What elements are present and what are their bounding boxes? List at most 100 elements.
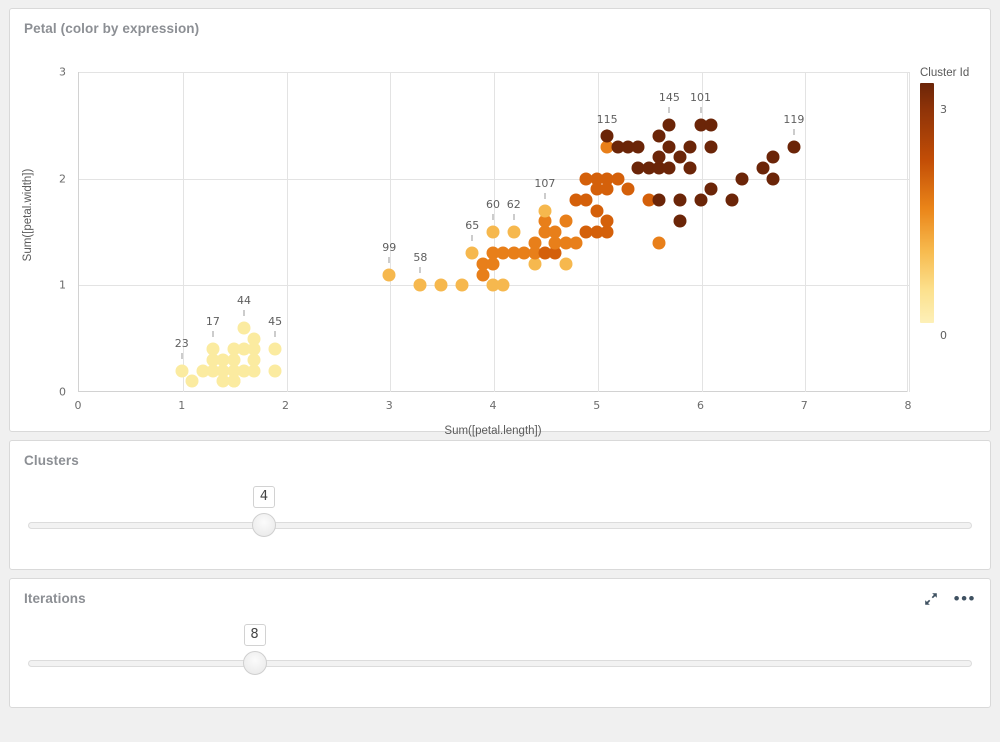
scatter-point[interactable] <box>766 172 780 186</box>
scatter-point[interactable] <box>486 278 500 292</box>
scatter-point[interactable] <box>673 193 687 207</box>
scatter-point[interactable] <box>227 342 241 356</box>
scatter-point[interactable] <box>600 214 614 228</box>
scatter-point[interactable] <box>652 193 666 207</box>
scatter-point[interactable] <box>590 204 604 218</box>
scatter-point[interactable] <box>247 353 261 367</box>
scatter-point[interactable] <box>227 353 241 367</box>
scatter-point[interactable] <box>559 236 573 250</box>
scatter-point[interactable] <box>579 172 593 186</box>
scatter-point[interactable] <box>569 193 583 207</box>
clusters-slider-track[interactable] <box>28 522 972 529</box>
scatter-point[interactable] <box>227 374 241 388</box>
scatter-point[interactable] <box>455 278 469 292</box>
scatter-point[interactable] <box>507 246 521 260</box>
scatter-point[interactable] <box>662 118 676 132</box>
scatter-point[interactable] <box>600 140 614 154</box>
scatter-point[interactable] <box>662 140 676 154</box>
clusters-slider-handle[interactable] <box>252 513 276 537</box>
scatter-point[interactable] <box>704 140 718 154</box>
scatter-point[interactable] <box>206 342 220 356</box>
scatter-point[interactable] <box>237 342 251 356</box>
scatter-point[interactable] <box>528 236 541 250</box>
scatter-point[interactable] <box>548 236 562 250</box>
iterations-slider-handle[interactable] <box>242 651 267 675</box>
scatter-point[interactable] <box>766 150 780 164</box>
scatter-point[interactable] <box>611 172 624 186</box>
scatter-point[interactable] <box>600 182 614 196</box>
scatter-point[interactable] <box>237 321 251 335</box>
scatter-point[interactable] <box>787 140 801 154</box>
scatter-point[interactable] <box>507 225 521 239</box>
expand-icon[interactable] <box>924 592 938 606</box>
scatter-point[interactable] <box>227 364 241 378</box>
scatter-point[interactable] <box>652 129 666 143</box>
scatter-point[interactable] <box>579 225 593 239</box>
scatter-point[interactable] <box>652 236 666 250</box>
scatter-point[interactable] <box>611 140 624 154</box>
scatter-point[interactable] <box>704 118 718 132</box>
scatter-point[interactable] <box>548 246 562 260</box>
scatter-point[interactable] <box>652 150 666 164</box>
scatter-point[interactable] <box>247 364 261 378</box>
scatter-point[interactable] <box>206 353 220 367</box>
scatter-point[interactable] <box>673 150 687 164</box>
scatter-point[interactable] <box>247 332 261 346</box>
scatter-point[interactable] <box>621 182 635 196</box>
scatter-point[interactable] <box>517 246 531 260</box>
scatter-point[interactable] <box>621 140 635 154</box>
scatter-point[interactable] <box>496 278 510 292</box>
scatter-point[interactable] <box>476 257 490 271</box>
scatter-point[interactable] <box>476 268 490 282</box>
scatter-point[interactable] <box>704 182 718 196</box>
scatter-point[interactable] <box>237 364 251 378</box>
scatter-point[interactable] <box>486 246 500 260</box>
scatter-point[interactable] <box>538 225 552 239</box>
scatter-point[interactable] <box>631 161 645 175</box>
scatter-point[interactable] <box>216 364 230 378</box>
scatter-point[interactable] <box>216 374 230 388</box>
scatter-point[interactable] <box>175 364 189 378</box>
iterations-slider-track[interactable] <box>28 660 972 667</box>
scatter-point[interactable] <box>590 225 604 239</box>
scatter-point[interactable] <box>206 364 220 378</box>
scatter-point[interactable] <box>196 364 209 378</box>
scatter-point[interactable] <box>631 140 645 154</box>
scatter-point[interactable] <box>600 129 614 143</box>
scatter-point[interactable] <box>694 193 707 207</box>
scatter-point[interactable] <box>683 161 697 175</box>
scatter-point[interactable] <box>413 278 427 292</box>
scatter-point[interactable] <box>185 374 199 388</box>
scatter-point[interactable] <box>486 225 500 239</box>
scatter-point[interactable] <box>538 246 552 260</box>
scatter-point[interactable] <box>756 161 770 175</box>
scatter-point[interactable] <box>496 246 510 260</box>
scatter-point[interactable] <box>673 214 687 228</box>
scatter-point[interactable] <box>382 268 396 282</box>
scatter-point[interactable] <box>548 225 562 239</box>
scatter-point[interactable] <box>642 193 656 207</box>
scatter-point[interactable] <box>735 172 749 186</box>
scatter-point[interactable] <box>694 118 707 132</box>
scatter-point[interactable] <box>465 246 479 260</box>
scatter-point[interactable] <box>538 214 552 228</box>
scatter-point[interactable] <box>600 172 614 186</box>
scatter-point[interactable] <box>268 342 282 356</box>
scatter-point[interactable] <box>216 353 230 367</box>
scatter-point[interactable] <box>528 257 541 271</box>
scatter-point[interactable] <box>434 278 448 292</box>
scatter-point[interactable] <box>579 193 593 207</box>
scatter-point[interactable] <box>486 257 500 271</box>
scatter-point[interactable] <box>590 172 604 186</box>
scatter-point[interactable] <box>590 182 604 196</box>
scatter-point[interactable] <box>559 214 573 228</box>
scatter-point[interactable] <box>600 225 614 239</box>
scatter-point[interactable] <box>642 161 656 175</box>
scatter-point[interactable] <box>559 257 573 271</box>
ellipsis-icon[interactable]: ••• <box>953 589 976 608</box>
scatter-point[interactable] <box>569 236 583 250</box>
scatter-point[interactable] <box>268 364 282 378</box>
scatter-point[interactable] <box>652 161 666 175</box>
scatter-point[interactable] <box>528 246 541 260</box>
scatter-point[interactable] <box>538 204 552 218</box>
